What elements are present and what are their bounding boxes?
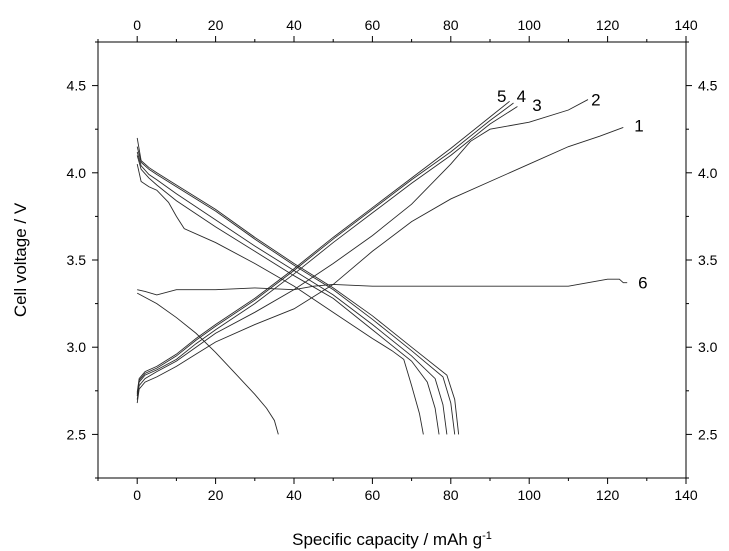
x-tick-label-bottom: 60 <box>365 487 381 503</box>
x-axis-title-superscript: -1 <box>482 530 492 542</box>
x-tick-label-top: 20 <box>208 17 224 33</box>
curve-label-6: 6 <box>638 274 647 293</box>
curve-5-8 <box>136 100 510 393</box>
x-tick-label-bottom: 20 <box>208 487 224 503</box>
x-tick-label-top: 140 <box>674 17 698 33</box>
x-tick-label-bottom: 140 <box>674 487 698 503</box>
y-tick-label-right: 4.0 <box>698 165 718 181</box>
curve-3-4 <box>136 106 518 397</box>
x-tick-label-bottom: 80 <box>443 487 459 503</box>
curve-2-2 <box>136 99 589 400</box>
curve-4-6 <box>136 102 514 395</box>
curve-2-3 <box>136 155 440 435</box>
x-tick-label-bottom: 120 <box>596 487 620 503</box>
x-axis-title: Specific capacity / mAh g-1 <box>292 530 492 549</box>
x-axis-title-main: Specific capacity / mAh g <box>292 530 482 549</box>
curve-label-4: 4 <box>517 87 526 106</box>
x-tick-label-bottom: 100 <box>518 487 542 503</box>
curve-5-9 <box>136 137 460 435</box>
curve-1-1 <box>136 163 424 435</box>
x-tick-label-top: 60 <box>365 17 381 33</box>
curve-label-2: 2 <box>591 91 600 110</box>
curve-6-11 <box>136 292 279 435</box>
x-tick-label-bottom: 40 <box>286 487 302 503</box>
curve-6-10 <box>137 278 628 296</box>
curve-label-3: 3 <box>532 96 541 115</box>
x-tick-label-top: 0 <box>133 17 141 33</box>
y-tick-label-left: 2.5 <box>67 426 87 442</box>
curve-labels-group: 1 2 345 6 <box>497 87 648 293</box>
y-tick-label-left: 4.0 <box>67 165 87 181</box>
x-tick-label-top: 80 <box>443 17 459 33</box>
x-tick-label-bottom: 0 <box>133 487 141 503</box>
curves-group <box>136 99 628 435</box>
ticks-group: 0 0 20 20 40 40 60 60 80 80 100 100 120 120 140 140 2.5 2… <box>67 17 718 503</box>
y-tick-label-left: 3.5 <box>67 252 87 268</box>
y-tick-label-right: 3.5 <box>698 252 718 268</box>
x-tick-label-top: 120 <box>596 17 620 33</box>
curve-4-7 <box>136 146 456 435</box>
curve-1-0 <box>136 127 624 404</box>
y-axis-title: Cell voltage / V <box>11 202 30 317</box>
x-tick-label-top: 40 <box>286 17 302 33</box>
curve-3-5 <box>136 151 448 435</box>
y-tick-label-right: 4.5 <box>698 78 718 94</box>
y-tick-label-right: 3.0 <box>698 339 718 355</box>
y-tick-label-left: 3.0 <box>67 339 87 355</box>
y-tick-label-left: 4.5 <box>67 78 87 94</box>
x-tick-label-top: 100 <box>518 17 542 33</box>
y-tick-label-right: 2.5 <box>698 426 718 442</box>
curve-label-5: 5 <box>497 87 506 106</box>
curve-label-1: 1 <box>634 117 643 136</box>
